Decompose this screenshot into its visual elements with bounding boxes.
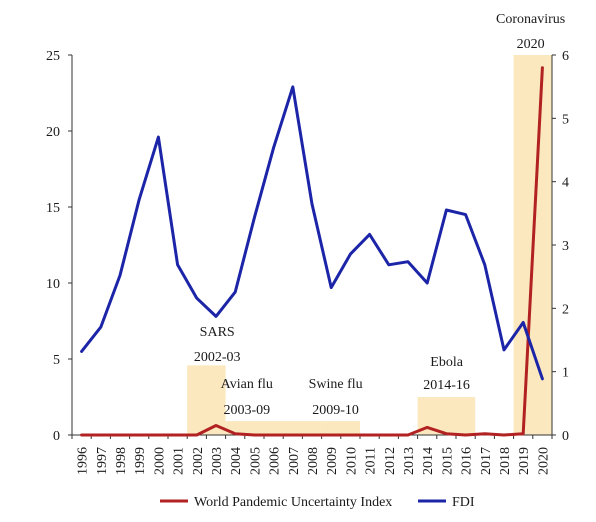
annotation-avian-flu-label: Avian flu [221, 377, 273, 392]
x-tick-label: 2009 [325, 447, 340, 475]
left-tick-label: 25 [46, 49, 60, 64]
x-tick-label: 2013 [402, 447, 417, 475]
x-tick-label: 2019 [517, 447, 532, 475]
left-tick-label: 10 [46, 277, 60, 292]
x-tick-label: 2010 [344, 447, 359, 475]
right-tick-label: 1 [562, 366, 569, 381]
x-tick-label: 2008 [306, 447, 321, 475]
series-line-world-pandemic-uncertainty-index [80, 66, 544, 437]
x-tick-label: 1997 [95, 447, 110, 475]
right-tick-label: 6 [562, 49, 569, 64]
axes: 0 5 10 15 20 25 0 1 2 3 4 5 6 1996 1997 1998 1999 2000 200… [46, 49, 569, 475]
x-tick-label: 2001 [172, 447, 187, 475]
legend-label-world-pandemic-uncertainty-index: World Pandemic Uncertainty Index [194, 495, 392, 510]
annotation-swine-flu-label: Swine flu [309, 377, 363, 392]
left-tick-label: 20 [46, 125, 60, 140]
x-tick-label: 2005 [248, 447, 263, 475]
left-tick-label: 5 [53, 353, 60, 368]
x-tick-label: 1999 [133, 447, 148, 475]
annotation-labels: SARS 2002-03 Avian flu 2003-09 Swine flu 2009… [194, 12, 565, 418]
right-tick-label: 4 [562, 176, 569, 191]
left-tick-label: 15 [46, 201, 60, 216]
shade-avian-flu [225, 421, 322, 435]
annotation-sars-label: SARS [200, 325, 235, 340]
x-tick-label: 2016 [460, 447, 475, 475]
shade-sars [187, 365, 226, 435]
legend-label-fdi: FDI [452, 495, 475, 510]
right-tick-label: 5 [562, 112, 569, 127]
series-lines [80, 66, 544, 437]
x-tick-label: 2007 [287, 447, 302, 475]
annotation-sars-years: 2002-03 [194, 350, 241, 365]
x-tick-label: 2018 [498, 447, 513, 475]
right-tick-label: 2 [562, 302, 569, 317]
x-tick-label: 2020 [536, 447, 551, 475]
x-tick-label: 2000 [152, 447, 167, 475]
x-tick-label: 2014 [421, 447, 436, 475]
x-tick-label: 2017 [479, 447, 494, 475]
shade-swine-flu [321, 421, 360, 435]
x-tick-label: 1998 [114, 447, 129, 475]
annotation-coronavirus-years: 2020 [517, 37, 545, 52]
x-tick-label: 2003 [210, 447, 225, 475]
annotation-coronavirus-label: Coronavirus [496, 12, 565, 27]
x-tick-label: 2015 [440, 447, 455, 475]
right-tick-label: 3 [562, 239, 569, 254]
right-tick-label: 0 [562, 429, 569, 444]
annotation-ebola-label: Ebola [430, 355, 463, 370]
annotation-swine-flu-years: 2009-10 [312, 403, 359, 418]
x-tick-label: 2002 [191, 447, 206, 475]
x-tick-label: 2004 [229, 447, 244, 475]
legend: World Pandemic Uncertainty Index FDI [160, 495, 475, 510]
left-tick-label: 0 [53, 429, 60, 444]
annotation-ebola-years: 2014-16 [423, 378, 470, 393]
x-tick-label: 2006 [268, 447, 283, 475]
x-tick-label: 1996 [76, 447, 91, 475]
x-tick-label: 2011 [364, 447, 379, 474]
annotation-avian-flu-years: 2003-09 [223, 403, 270, 418]
series-line-fdi [80, 85, 544, 381]
x-tick-label: 2012 [383, 447, 398, 475]
